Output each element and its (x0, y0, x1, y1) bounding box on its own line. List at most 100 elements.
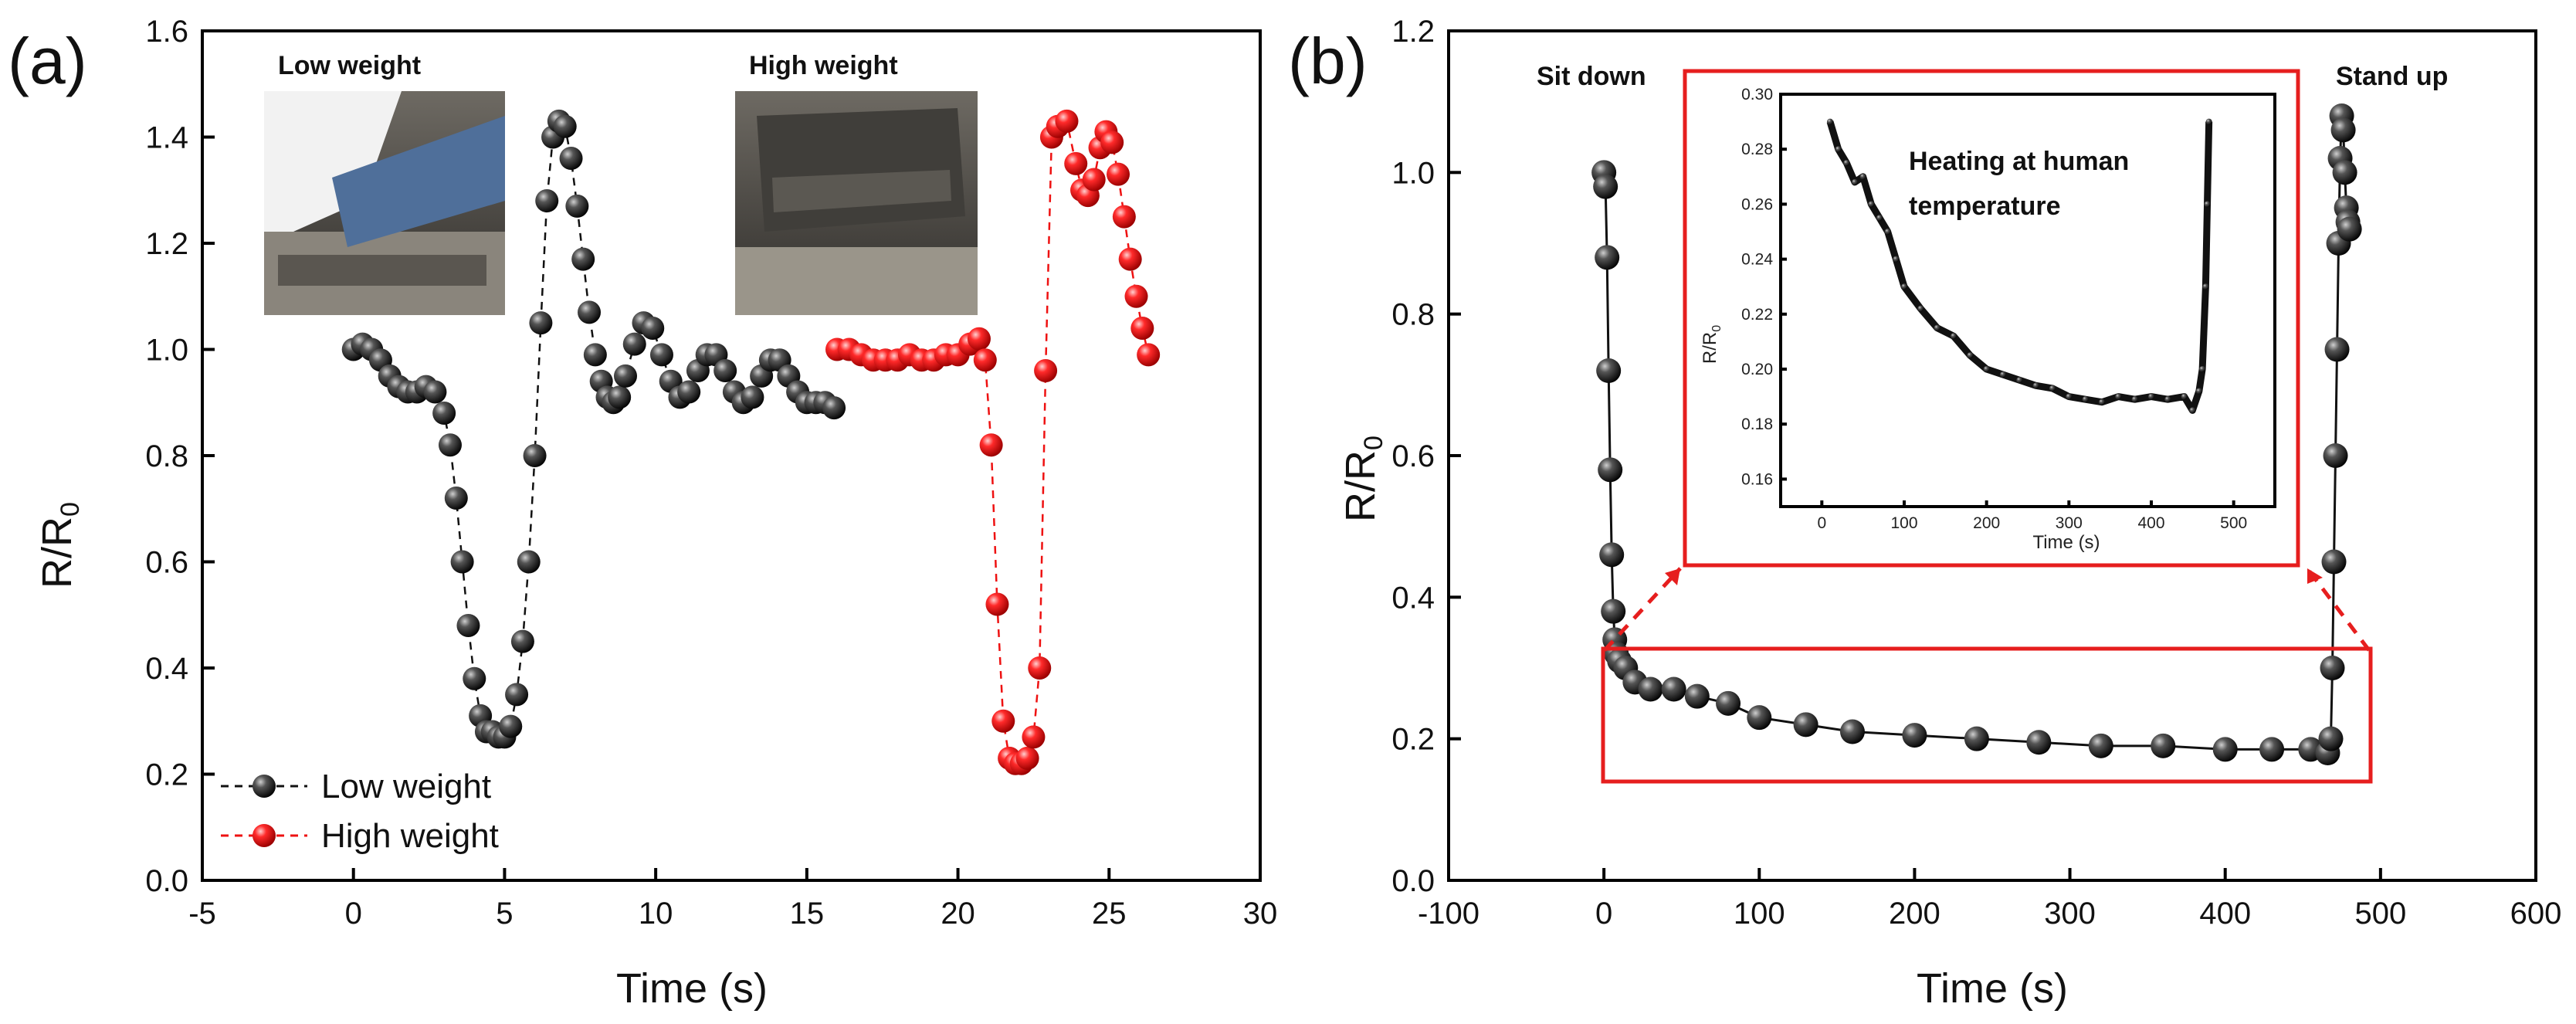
series-high-weight-point (1124, 284, 1148, 308)
series-low-weight-point (444, 487, 468, 510)
marks-a (341, 109, 1161, 775)
zoom-arrow-right (2307, 568, 2323, 584)
y-axis-title-a: R/R0 (34, 502, 85, 588)
inset-point (2032, 382, 2039, 389)
series-high-weight-point (1028, 656, 1052, 680)
inset-point (2000, 371, 2006, 378)
inset-y-tick-label: 0.30 (1741, 86, 1773, 103)
series-low-weight-point (583, 343, 607, 367)
inset-y-tick-label: 0.16 (1741, 470, 1773, 488)
inset-point (2099, 398, 2105, 405)
inset-title-line-1: Heating at human (1909, 147, 2129, 176)
series-low-weight-point (713, 359, 737, 382)
b-x-tick-label: -100 (1418, 897, 1480, 931)
series-high-weight-point (1082, 168, 1106, 192)
inset-y-tick-label: 0.24 (1741, 251, 1773, 269)
a-x-tick-label: 20 (941, 897, 975, 931)
series-high-weight-point (1100, 131, 1124, 154)
series-b-point (2330, 117, 2356, 143)
a-x-tick-label: 5 (496, 897, 513, 931)
inset-point (2181, 393, 2188, 400)
inset-point (2148, 393, 2154, 400)
inset-point (2082, 396, 2089, 403)
inset-x-tick-label: 300 (2056, 514, 2083, 532)
inset-point (2189, 407, 2196, 414)
b-x-tick-label: 200 (1889, 897, 1940, 931)
series-low-weight-point (641, 317, 665, 340)
b-y-tick-label: 0.2 (1391, 723, 1435, 757)
inset-y-title-main: R/R (1700, 332, 1720, 364)
inset-point (2115, 393, 2122, 400)
series-b-point (2088, 733, 2113, 758)
a-y-tick-label: 0.6 (145, 546, 188, 580)
legend-label-low-weight: Low weight (321, 768, 491, 805)
zoom-arrow-left (1665, 568, 1680, 585)
inset-point (1934, 324, 1940, 331)
a-x-tick-label: 15 (790, 897, 825, 931)
b-x-tick-label: 400 (2199, 897, 2251, 931)
series-low-weight-point (559, 147, 583, 170)
a-y-tick-label: 1.6 (145, 15, 188, 49)
b-y-tick-label: 0.8 (1391, 298, 1435, 332)
a-y-tick-label: 1.2 (145, 227, 188, 261)
series-b-point (1964, 726, 1989, 751)
photo-high-weight-caption: High weight (749, 51, 898, 80)
inset-x-title: Time (s) (2032, 532, 2100, 553)
photo-low-weight (264, 91, 505, 315)
series-high-weight-point (1034, 359, 1058, 382)
series-b-point (1684, 683, 1710, 709)
inset-point (2066, 393, 2073, 400)
inset-point (1827, 118, 1833, 125)
series-low-weight-point (463, 666, 486, 690)
a-x-tick-label: 10 (639, 897, 673, 931)
b-y-tick-label: 0.4 (1391, 581, 1435, 615)
inset-point (1868, 201, 1875, 208)
series-b-point (1902, 723, 1927, 748)
chart-panel-a: (a) Low weight High weight -5 0 5 10 15 20 25 3… (8, 15, 1277, 1012)
series-b-point (2321, 549, 2347, 575)
axes-b: -100 0 100 200 300 400 500 600 0.0 0.2 0.4 0.6 0.8 1.… (1391, 15, 2561, 931)
photo-high-weight (735, 91, 978, 315)
y-axis-title-b-sub: 0 (1359, 436, 1388, 450)
inset-x-tick-label: 500 (2220, 514, 2247, 532)
y-axis-title-a-main: R/R (34, 517, 80, 588)
series-high-weight-point (1015, 746, 1039, 770)
x-axis-title-b: Time (s) (1917, 965, 2068, 1012)
series-b-point (1747, 705, 1772, 731)
series-low-weight-point (553, 114, 577, 138)
series-b-point (1716, 690, 1741, 716)
y-axis-title-b-main: R/R (1337, 450, 1384, 522)
inset-point (1859, 173, 1866, 180)
series-low-weight-point (822, 396, 846, 420)
series-high-weight-point (991, 709, 1015, 733)
zoom-connector-right (2306, 567, 2371, 652)
series-low-weight-point (565, 194, 589, 218)
b-x-tick-label: 300 (2044, 897, 2096, 931)
series-low-weight-point (510, 629, 534, 653)
series-b-point (2320, 656, 2345, 680)
legend-label-high-weight: High weight (321, 817, 499, 855)
series-low-weight-point (622, 332, 646, 356)
series-high-weight-point (1107, 162, 1130, 186)
inset-point (1901, 283, 1907, 290)
series-b-point (1638, 676, 1663, 702)
inset-point (1852, 178, 1858, 185)
inset-point (2199, 366, 2206, 372)
inset-point (2049, 385, 2056, 392)
inset-point (1983, 366, 1990, 372)
inset-y-title: R/R0 (1700, 325, 1724, 364)
a-y-tick-label: 0.4 (145, 652, 188, 686)
series-high-weight-point (979, 433, 1003, 457)
series-low-weight-point (423, 380, 447, 404)
a-x-tick-label: 25 (1092, 897, 1127, 931)
series-low-weight-point (529, 311, 553, 335)
a-x-tick-label: -5 (188, 897, 216, 931)
b-x-tick-label: 0 (1595, 897, 1612, 931)
zoom-region-box (1601, 646, 2373, 784)
inset-point (1835, 146, 1842, 153)
b-x-tick-label: 100 (1734, 897, 1785, 931)
inset-x-tick-label: 100 (1890, 514, 1917, 532)
a-x-tick-label: 30 (1243, 897, 1278, 931)
inset-point (2205, 118, 2212, 125)
